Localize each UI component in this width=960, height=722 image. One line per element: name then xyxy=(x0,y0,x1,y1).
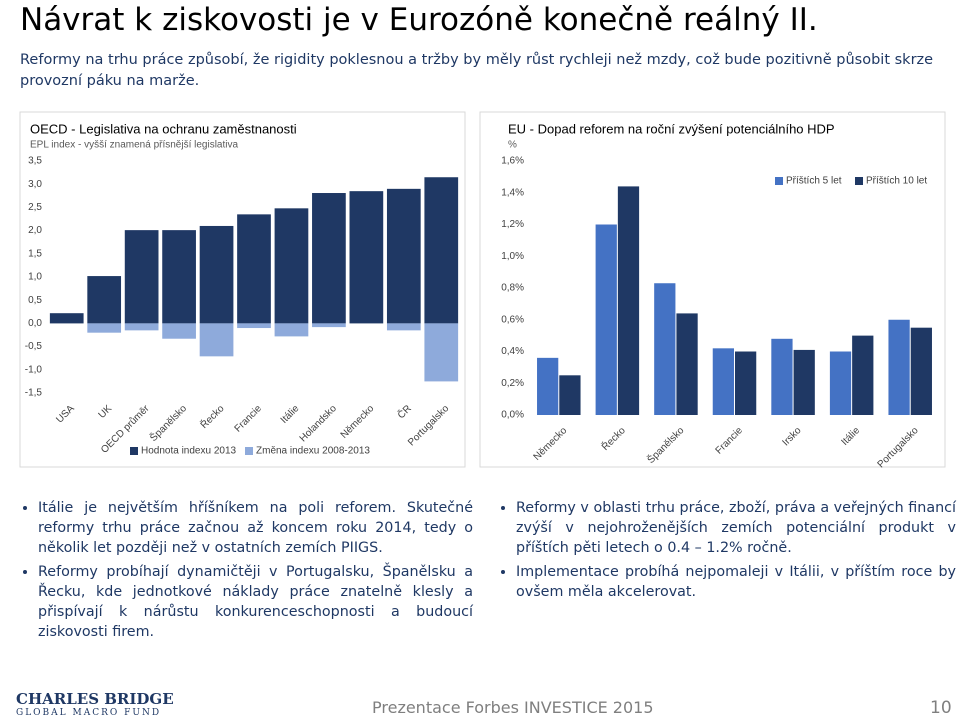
bar xyxy=(793,349,815,415)
y-tick-label: 0,6% xyxy=(501,314,524,325)
footer-text: Prezentace Forbes INVESTICE 2015 xyxy=(372,698,654,717)
chart-subtitle: % xyxy=(508,140,517,151)
legend-label: Příštích 5 let xyxy=(786,176,842,187)
bar xyxy=(237,214,271,324)
x-tick-label: Francie xyxy=(714,425,746,457)
bar xyxy=(386,188,421,324)
bar xyxy=(559,375,581,415)
y-tick-label: 1,0 xyxy=(28,272,42,283)
bar xyxy=(312,323,346,328)
bar xyxy=(595,224,617,415)
x-tick-label: Portugalsko xyxy=(876,425,921,470)
x-tick-label: Francie xyxy=(233,403,265,435)
legend-label: Změna indexu 2008-2013 xyxy=(256,446,370,457)
x-tick-label: UK xyxy=(97,403,115,421)
y-tick-label: 2,5 xyxy=(28,202,42,213)
x-tick-label: Řecko xyxy=(197,401,227,431)
page-number: 10 xyxy=(930,698,952,718)
x-tick-label: USA xyxy=(54,403,77,426)
y-tick-label: 0,5 xyxy=(28,295,42,306)
x-tick-label: Španělsko xyxy=(644,423,687,466)
chart-subtitle: EPL index - vyšší znamená přísnější legi… xyxy=(30,140,238,151)
bar xyxy=(617,186,640,415)
bar xyxy=(888,319,910,415)
y-tick-label: 1,5 xyxy=(28,248,42,259)
bar xyxy=(162,230,196,324)
x-tick-label: Německo xyxy=(339,403,377,441)
legend-swatch xyxy=(855,177,863,185)
y-tick-label: -1,0 xyxy=(25,364,43,375)
bar xyxy=(274,323,309,337)
bar xyxy=(910,327,932,415)
y-tick-label: 1,2% xyxy=(501,219,524,230)
bar xyxy=(654,283,676,415)
logo: CHARLES BRIDGE xyxy=(16,690,174,708)
x-tick-label: Holandsko xyxy=(298,403,339,444)
legend-label: Příštích 10 let xyxy=(866,176,927,187)
y-tick-label: 0,4% xyxy=(501,346,524,357)
bullet: Reformy probíhají dynamičtěji v Portugal… xyxy=(38,562,473,642)
x-tick-label: ČR xyxy=(394,402,413,421)
bar xyxy=(49,313,84,324)
y-tick-label: 2,0 xyxy=(28,225,42,236)
x-tick-label: Řecko xyxy=(599,423,629,453)
bar xyxy=(87,276,122,324)
x-tick-label: Itálie xyxy=(839,425,862,448)
y-tick-label: 0,0% xyxy=(501,410,524,421)
y-tick-label: 3,5 xyxy=(28,156,42,167)
legend-label: Hodnota indexu 2013 xyxy=(141,446,237,457)
bullet: Implementace probíhá nejpomaleji v Itáli… xyxy=(516,562,956,602)
bar xyxy=(424,323,459,382)
bar xyxy=(124,230,159,324)
bar xyxy=(162,323,196,339)
legend-swatch xyxy=(245,447,253,455)
bullet: Itálie je největším hříšníkem na poli re… xyxy=(38,498,473,558)
bar xyxy=(274,208,309,324)
x-tick-label: Portugalsko xyxy=(406,403,451,448)
x-tick-label: Irsko xyxy=(780,425,803,448)
slide-title: Návrat k ziskovosti je v Eurozóně konečn… xyxy=(20,2,818,38)
y-tick-label: 3,0 xyxy=(28,179,42,190)
y-tick-label: 1,6% xyxy=(501,156,524,167)
bar xyxy=(537,357,559,415)
legend-swatch xyxy=(775,177,783,185)
bar xyxy=(199,323,234,357)
bar xyxy=(735,351,757,415)
x-tick-label: Itálie xyxy=(279,403,302,426)
y-tick-label: 1,0% xyxy=(501,251,524,262)
bar xyxy=(199,225,234,324)
bar xyxy=(237,323,271,329)
bar xyxy=(424,177,459,324)
legend-swatch xyxy=(130,447,138,455)
chart-frame xyxy=(19,111,466,468)
bar xyxy=(87,323,122,333)
y-tick-label: -0,5 xyxy=(25,341,43,352)
bar xyxy=(349,191,384,324)
y-tick-label: -1,5 xyxy=(25,388,43,399)
slide-subtitle: Reformy na trhu práce způsobí, že rigidi… xyxy=(20,52,934,89)
bar xyxy=(124,323,159,331)
y-tick-label: 0,0 xyxy=(28,318,42,329)
chart-title: OECD - Legislativa na ochranu zaměstnano… xyxy=(30,121,297,136)
x-tick-label: Německo xyxy=(532,425,570,463)
y-tick-label: 0,8% xyxy=(501,283,524,294)
bar xyxy=(312,193,346,324)
bullets-right: Reformy v oblasti trhu práce, zboží, prá… xyxy=(498,498,956,606)
chart-frame xyxy=(479,111,946,468)
bar xyxy=(852,335,874,415)
bullet: Reformy v oblasti trhu práce, zboží, prá… xyxy=(516,498,956,558)
bar xyxy=(386,323,421,331)
y-tick-label: 1,4% xyxy=(501,187,524,198)
bar xyxy=(829,351,852,415)
bar xyxy=(676,313,698,415)
bar xyxy=(712,348,734,415)
x-tick-label: Španělsko xyxy=(147,401,190,444)
bullets-left: Itálie je největším hříšníkem na poli re… xyxy=(20,498,473,646)
y-tick-label: 0,2% xyxy=(501,378,524,389)
bar xyxy=(771,338,793,415)
logo-sub: GLOBAL MACRO FUND xyxy=(16,708,162,718)
chart-title: EU - Dopad reforem na roční zvýšení pote… xyxy=(508,121,835,136)
